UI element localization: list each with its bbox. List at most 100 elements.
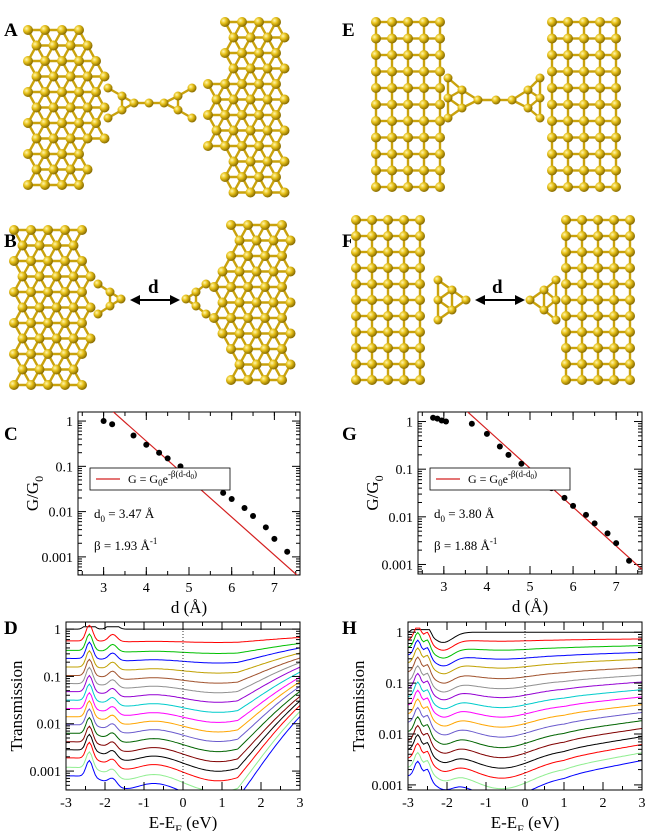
data-point bbox=[583, 511, 589, 518]
chart-D: -3 -2 -1 0 1 2 3 1 0.1 0.01 0.001 E-EF (eV) Transmis… bbox=[7, 621, 304, 831]
x-tick-label: 3 bbox=[100, 581, 107, 596]
y-tick-label: 0.001 bbox=[30, 765, 62, 780]
gap-arrow-F bbox=[475, 295, 525, 305]
y-tick-label: 0.001 bbox=[382, 558, 414, 573]
x-tick-label: 1 bbox=[561, 796, 568, 811]
y-tick-label: 0.1 bbox=[44, 670, 62, 685]
x-tick-label: -3 bbox=[60, 796, 72, 811]
transmission-curve bbox=[66, 657, 300, 684]
data-point bbox=[130, 432, 137, 439]
chart-G: 3 4 5 6 7 1 0.1 0.01 0.001 G = G0e-β(d-d0) d0 = 3.… bbox=[363, 411, 643, 616]
x-tick-label: 2 bbox=[258, 796, 265, 811]
data-point bbox=[271, 535, 278, 542]
gap-arrow-B bbox=[130, 295, 180, 305]
legend-box bbox=[429, 467, 571, 491]
x-tick-label: 3 bbox=[639, 796, 646, 811]
structure-image-F bbox=[351, 215, 635, 385]
data-point bbox=[570, 502, 577, 509]
beta-annotation: β = 1.88 Å-1 bbox=[434, 536, 497, 553]
data-point bbox=[284, 548, 291, 555]
x-tick-label: 0 bbox=[180, 796, 187, 811]
data-point bbox=[220, 489, 227, 496]
legend-label: G = G0e-β(d-d0) bbox=[128, 469, 197, 488]
legend-box bbox=[89, 467, 231, 491]
data-point bbox=[468, 420, 475, 427]
transmission-curve bbox=[408, 665, 642, 693]
x-tick-label: 0 bbox=[522, 796, 529, 811]
transmission-curve bbox=[66, 685, 300, 742]
x-tick-label: 4 bbox=[483, 580, 490, 595]
y-tick-label: 1 bbox=[396, 626, 403, 641]
x-tick-label: 7 bbox=[271, 581, 278, 596]
x-tick-label: -1 bbox=[138, 796, 150, 811]
gap-label-F: d bbox=[492, 277, 503, 298]
data-point bbox=[228, 495, 235, 502]
y-tick-label: 0.01 bbox=[49, 506, 74, 521]
chart-C: 3 4 5 6 7 1 0.1 0.01 0.001 G = G0e-β(d-d0) d0 = 3.… bbox=[23, 411, 301, 617]
x-axis-label: E-EF (eV) bbox=[149, 813, 218, 831]
data-point bbox=[626, 557, 633, 564]
panel-label-H: H bbox=[342, 618, 357, 639]
y-tick-label: 0.01 bbox=[389, 511, 414, 526]
transmission-curve bbox=[408, 681, 642, 710]
transmission-curve bbox=[66, 671, 300, 713]
panel-label-E: E bbox=[342, 20, 355, 41]
y-axis-label: G/G0 bbox=[23, 476, 46, 511]
y-tick-label: 0.1 bbox=[56, 460, 74, 475]
x-tick-label: 5 bbox=[186, 581, 193, 596]
data-point bbox=[496, 443, 503, 450]
data-point bbox=[250, 512, 257, 519]
data-point bbox=[561, 494, 568, 501]
y-tick-label: 0.1 bbox=[396, 463, 414, 478]
y-tick-label: 0.01 bbox=[379, 728, 404, 743]
x-axis-label: E-EF (eV) bbox=[491, 813, 560, 831]
data-point bbox=[443, 418, 449, 425]
data-point bbox=[604, 530, 611, 537]
data-point bbox=[143, 441, 150, 448]
transmission-curve bbox=[408, 629, 642, 643]
transmission-curve bbox=[66, 662, 300, 694]
structure-image-E bbox=[371, 17, 621, 192]
x-tick-label: 3 bbox=[297, 796, 304, 811]
transmission-curve bbox=[408, 715, 642, 749]
transmission-curve bbox=[408, 631, 642, 659]
transmission-curve bbox=[66, 681, 300, 733]
y-axis-label: Transmission bbox=[7, 660, 26, 752]
y-tick-label: 1 bbox=[54, 623, 61, 638]
data-point bbox=[164, 455, 171, 462]
x-tick-label: -2 bbox=[441, 796, 453, 811]
gap-label-B: d bbox=[148, 277, 159, 298]
transmission-curve bbox=[408, 724, 642, 759]
data-point bbox=[613, 540, 620, 547]
x-tick-label: 2 bbox=[600, 796, 607, 811]
data-point bbox=[591, 520, 598, 527]
transmission-curve bbox=[408, 689, 642, 718]
panel-label-F: F bbox=[342, 231, 354, 252]
x-tick-label: 3 bbox=[440, 580, 447, 595]
beta-annotation: β = 1.93 Å-1 bbox=[94, 536, 157, 553]
transmission-curve bbox=[66, 716, 300, 790]
x-axis-label: d (Å) bbox=[512, 597, 548, 616]
x-tick-label: 4 bbox=[143, 581, 150, 596]
chart-H: -3 -2 -1 0 1 2 3 1 0.1 0.01 0.001 E-EF (eV) Transmis… bbox=[349, 621, 646, 831]
panel-label-C: C bbox=[4, 424, 18, 445]
x-axis-label: d (Å) bbox=[171, 598, 207, 617]
transmission-curve bbox=[408, 647, 642, 675]
data-point bbox=[109, 421, 116, 428]
x-tick-label: 1 bbox=[219, 796, 226, 811]
y-tick-label: 0.01 bbox=[37, 718, 62, 733]
x-tick-label: 6 bbox=[228, 581, 235, 596]
transmission-curve bbox=[66, 624, 300, 643]
data-point bbox=[100, 418, 107, 425]
structure-image-B bbox=[9, 220, 296, 390]
x-tick-label: 5 bbox=[527, 580, 534, 595]
data-point bbox=[483, 430, 490, 437]
panel-label-B: B bbox=[4, 231, 17, 252]
y-tick-label: 0.001 bbox=[42, 551, 74, 566]
y-tick-label: 0.001 bbox=[372, 779, 404, 794]
transmission-curve bbox=[408, 639, 642, 667]
data-point bbox=[518, 460, 525, 467]
data-point bbox=[156, 449, 163, 456]
x-tick-label: 7 bbox=[613, 580, 620, 595]
